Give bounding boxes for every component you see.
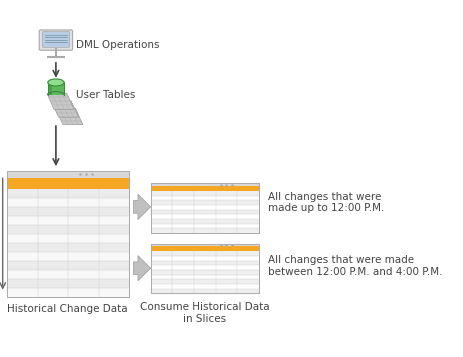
Bar — [150, 191, 259, 196]
Bar — [15, 177, 129, 184]
Bar — [150, 244, 259, 293]
Polygon shape — [47, 93, 74, 110]
Bar — [7, 189, 129, 198]
Bar — [7, 288, 129, 297]
Bar — [15, 203, 129, 212]
Bar — [7, 198, 129, 207]
Bar — [24, 257, 129, 265]
Bar — [7, 207, 129, 216]
Text: All changes that were
made up to 12:00 P.M.: All changes that were made up to 12:00 P… — [268, 191, 384, 213]
Bar — [150, 251, 259, 256]
Bar — [150, 183, 259, 233]
Bar — [15, 263, 129, 271]
Polygon shape — [56, 109, 83, 125]
Bar — [15, 195, 129, 203]
Bar — [150, 244, 259, 293]
Bar — [15, 254, 129, 263]
Text: Historical Change Data: Historical Change Data — [7, 304, 128, 314]
Bar — [150, 270, 259, 275]
Bar — [15, 280, 129, 288]
Bar — [24, 183, 129, 297]
Bar — [7, 252, 129, 261]
Bar — [150, 284, 259, 289]
Bar — [7, 178, 129, 189]
Bar — [7, 234, 129, 243]
Polygon shape — [51, 101, 78, 117]
Text: User Tables: User Tables — [76, 90, 135, 100]
Bar — [15, 271, 129, 280]
Bar — [15, 288, 129, 297]
Bar — [7, 279, 129, 288]
Bar — [24, 216, 129, 224]
Bar — [7, 171, 129, 178]
Bar — [15, 177, 129, 297]
Bar — [15, 220, 129, 229]
Bar — [150, 219, 259, 224]
Bar — [7, 171, 129, 297]
Bar — [150, 280, 259, 284]
Bar — [15, 229, 129, 237]
Text: All changes that were made
between 12:00 P.M. and 4:00 P.M.: All changes that were made between 12:00… — [268, 255, 442, 277]
Bar — [150, 244, 259, 246]
FancyBboxPatch shape — [48, 82, 52, 95]
Bar — [24, 273, 129, 281]
Bar — [150, 200, 259, 205]
Bar — [7, 216, 129, 225]
FancyBboxPatch shape — [43, 32, 69, 47]
Text: DML Operations: DML Operations — [76, 40, 159, 50]
Bar — [24, 232, 129, 240]
Bar — [150, 256, 259, 261]
Bar — [15, 177, 129, 297]
Bar — [150, 261, 259, 265]
Bar — [24, 248, 129, 257]
Bar — [7, 261, 129, 270]
Bar — [150, 205, 259, 210]
Bar — [24, 190, 129, 200]
Bar — [150, 265, 259, 270]
Bar — [150, 183, 259, 186]
Bar — [7, 270, 129, 279]
Bar — [24, 240, 129, 248]
Bar — [7, 243, 129, 252]
Bar — [7, 225, 129, 234]
Bar — [150, 196, 259, 200]
Bar — [24, 200, 129, 208]
Bar — [150, 224, 259, 228]
FancyBboxPatch shape — [48, 82, 64, 95]
Bar — [150, 186, 259, 191]
Bar — [24, 183, 129, 190]
Bar — [24, 289, 129, 297]
Bar — [7, 171, 129, 297]
Bar — [24, 265, 129, 273]
Bar — [15, 184, 129, 195]
Bar — [24, 208, 129, 216]
Bar — [150, 246, 259, 251]
Bar — [150, 275, 259, 280]
Ellipse shape — [48, 79, 64, 86]
Bar — [24, 183, 129, 297]
Bar — [15, 246, 129, 254]
FancyBboxPatch shape — [39, 30, 73, 50]
Bar — [24, 224, 129, 232]
Bar — [15, 212, 129, 220]
Bar — [24, 281, 129, 289]
Bar — [150, 210, 259, 214]
Bar — [150, 228, 259, 233]
Bar — [150, 183, 259, 233]
Text: Consume Historical Data
in Slices: Consume Historical Data in Slices — [140, 302, 269, 324]
Bar — [150, 214, 259, 219]
Polygon shape — [133, 194, 150, 220]
Bar — [15, 237, 129, 246]
Polygon shape — [133, 256, 150, 281]
Bar — [150, 289, 259, 293]
